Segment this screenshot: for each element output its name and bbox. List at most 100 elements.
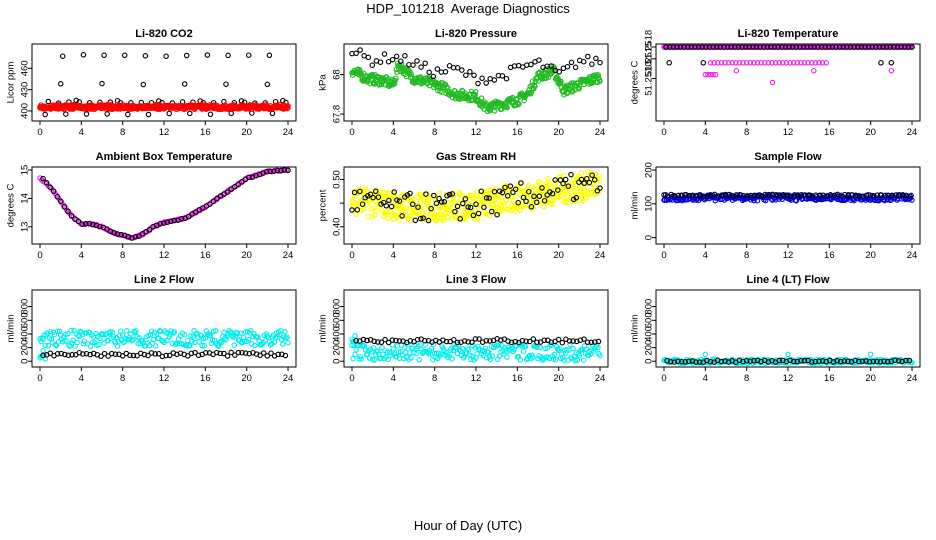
data-point — [181, 331, 188, 338]
data-point — [481, 204, 487, 211]
data-point — [478, 188, 485, 195]
panel-title: Li-820 CO2 — [135, 28, 192, 40]
y-tick-label: 400 — [332, 326, 343, 342]
data-point — [352, 333, 358, 339]
data-point — [878, 60, 884, 66]
data-point — [557, 177, 564, 183]
data-point — [83, 111, 90, 117]
data-point — [536, 57, 542, 63]
data-point — [428, 205, 434, 212]
panel-title: Li-820 Temperature — [738, 28, 839, 40]
y-tick-label: 67.8 — [332, 105, 343, 124]
data-point — [710, 71, 716, 78]
data-point — [867, 351, 874, 358]
data-point — [494, 211, 500, 218]
data-point — [121, 52, 128, 59]
data-point — [100, 331, 106, 338]
x-tick-label: 0 — [661, 373, 666, 384]
data-point — [462, 196, 469, 202]
data-point — [521, 97, 527, 104]
data-point — [365, 213, 371, 220]
data-point — [69, 352, 75, 358]
data-point — [396, 198, 403, 204]
data-point — [434, 66, 441, 72]
panel-title: Gas Stream RH — [436, 151, 516, 163]
y-tick-label: 51.2515 — [644, 42, 655, 76]
data-point — [816, 358, 822, 364]
y-axis-label: ml/min — [630, 315, 641, 343]
data-point — [722, 191, 729, 198]
data-point — [576, 352, 583, 359]
data-point — [479, 75, 485, 82]
data-point — [818, 44, 825, 50]
x-tick-label: 8 — [120, 250, 125, 261]
data-point — [909, 44, 915, 50]
data-point — [829, 44, 836, 50]
page-title: HDP_101218 Average Diagnostics — [366, 1, 570, 16]
data-point — [754, 60, 761, 66]
x-tick-label: 0 — [661, 127, 666, 138]
y-tick-label: 14 — [20, 193, 31, 204]
x-tick-label: 8 — [744, 250, 749, 261]
x-tick-label: 0 — [349, 250, 354, 261]
data-point — [472, 89, 479, 95]
data-point — [785, 351, 791, 358]
data-point — [352, 351, 358, 358]
data-point — [791, 193, 797, 199]
data-point — [396, 338, 403, 344]
data-point — [47, 350, 54, 357]
data-point — [858, 44, 865, 50]
data-point — [231, 342, 238, 348]
data-point — [414, 58, 420, 64]
data-point — [547, 181, 553, 187]
data-point — [580, 58, 587, 65]
data-point — [467, 69, 473, 75]
data-point — [518, 180, 524, 186]
data-point — [495, 342, 502, 348]
data-point — [269, 110, 276, 117]
data-point — [747, 60, 754, 66]
data-point — [679, 192, 685, 199]
x-tick-label: 0 — [37, 250, 42, 261]
data-point — [44, 330, 50, 336]
data-point — [499, 206, 505, 213]
data-point — [54, 328, 61, 334]
data-point — [748, 192, 754, 199]
data-point — [891, 44, 897, 50]
data-point — [221, 350, 227, 357]
panel-title: Ambient Box Temperature — [96, 151, 233, 163]
data-point — [489, 208, 495, 215]
data-point — [438, 199, 445, 205]
y-tick-label: 800 — [20, 299, 31, 315]
data-point — [595, 344, 601, 351]
data-point — [466, 346, 472, 353]
data-point — [693, 192, 700, 199]
data-point — [811, 67, 817, 74]
series-raw — [40, 167, 291, 241]
data-point — [353, 50, 359, 57]
data-point — [834, 358, 840, 364]
x-tick-label: 24 — [907, 250, 918, 261]
data-point — [766, 191, 772, 198]
data-point — [492, 186, 499, 192]
data-point — [733, 67, 740, 74]
data-point — [185, 353, 191, 359]
data-point — [50, 188, 57, 194]
data-point — [207, 201, 213, 207]
data-point — [190, 210, 196, 216]
data-point — [274, 167, 281, 174]
data-point — [260, 350, 267, 356]
data-point — [68, 327, 74, 334]
data-point — [675, 358, 681, 365]
data-point — [178, 215, 185, 222]
data-point — [98, 353, 104, 360]
data-point — [815, 44, 821, 50]
data-point — [442, 69, 449, 75]
data-point — [740, 192, 747, 199]
data-point — [467, 204, 474, 211]
data-point — [885, 192, 891, 199]
data-point — [589, 61, 595, 67]
data-point — [663, 44, 669, 50]
data-point — [422, 60, 428, 67]
data-point — [510, 189, 516, 196]
